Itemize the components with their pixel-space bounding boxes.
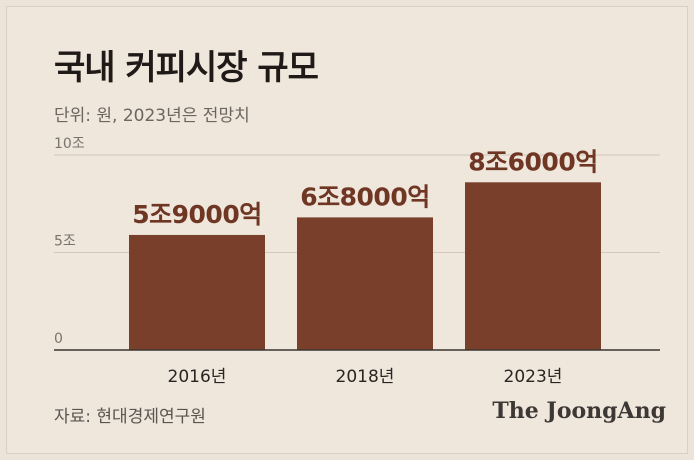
page-title: 국내 커피시장 규모 [54,48,319,88]
y-tick-label: 5조 [54,234,76,250]
bar [297,217,433,350]
brand-logo: The JoongAng [492,398,666,424]
x-tick-label: 2018년 [336,367,395,387]
data-label: 6조8000억 [300,182,429,211]
unit-note: 단위: 원, 2023년은 전망치 [54,106,250,126]
y-tick-label: 10조 [54,136,85,152]
y-tick-label: 0 [54,331,63,347]
bar [129,234,265,350]
data-label: 8조6000억 [468,147,597,176]
source-note: 자료: 현대경제연구원 [54,407,206,427]
x-tick-label: 2016년 [168,367,227,387]
data-label: 5조9000억 [132,200,261,229]
x-tick-label: 2023년 [504,367,563,387]
bar [465,182,601,350]
